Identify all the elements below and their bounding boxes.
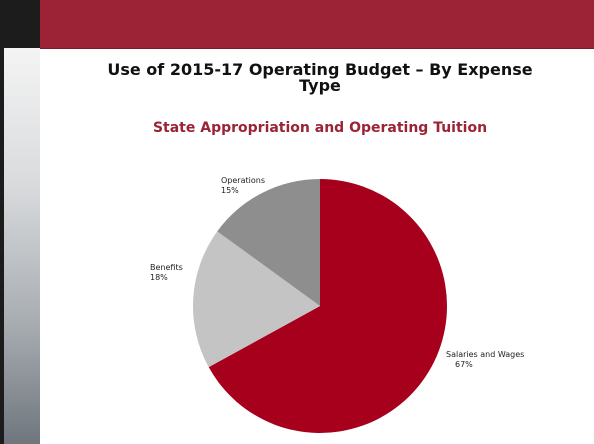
slice-percent-operations: 15% [221,186,239,195]
slice-percent-salaries-and-wages: 67% [455,360,473,369]
left-rail [0,48,40,444]
left-rail-edge [0,0,4,444]
pie-slice-salaries-and-wages [208,179,448,433]
slice-label-operations: Operations [221,176,265,185]
pie-slice-benefits [192,231,320,368]
header-bar [0,0,594,49]
chart-title-line-2: Type [299,76,341,95]
pie-slice-operations [217,179,320,306]
chart-title-line-1: Use of 2015-17 Operating Budget – By Exp… [107,60,533,79]
corner-block [0,0,40,48]
slice-percent-benefits: 18% [150,273,168,282]
chart-title: Use of 2015-17 Operating Budget – By Exp… [60,62,580,94]
chart-subtitle: State Appropriation and Operating Tuitio… [152,120,488,136]
slice-label-salaries-and-wages: Salaries and Wages [446,350,524,359]
slice-label-benefits: Benefits [150,263,183,272]
